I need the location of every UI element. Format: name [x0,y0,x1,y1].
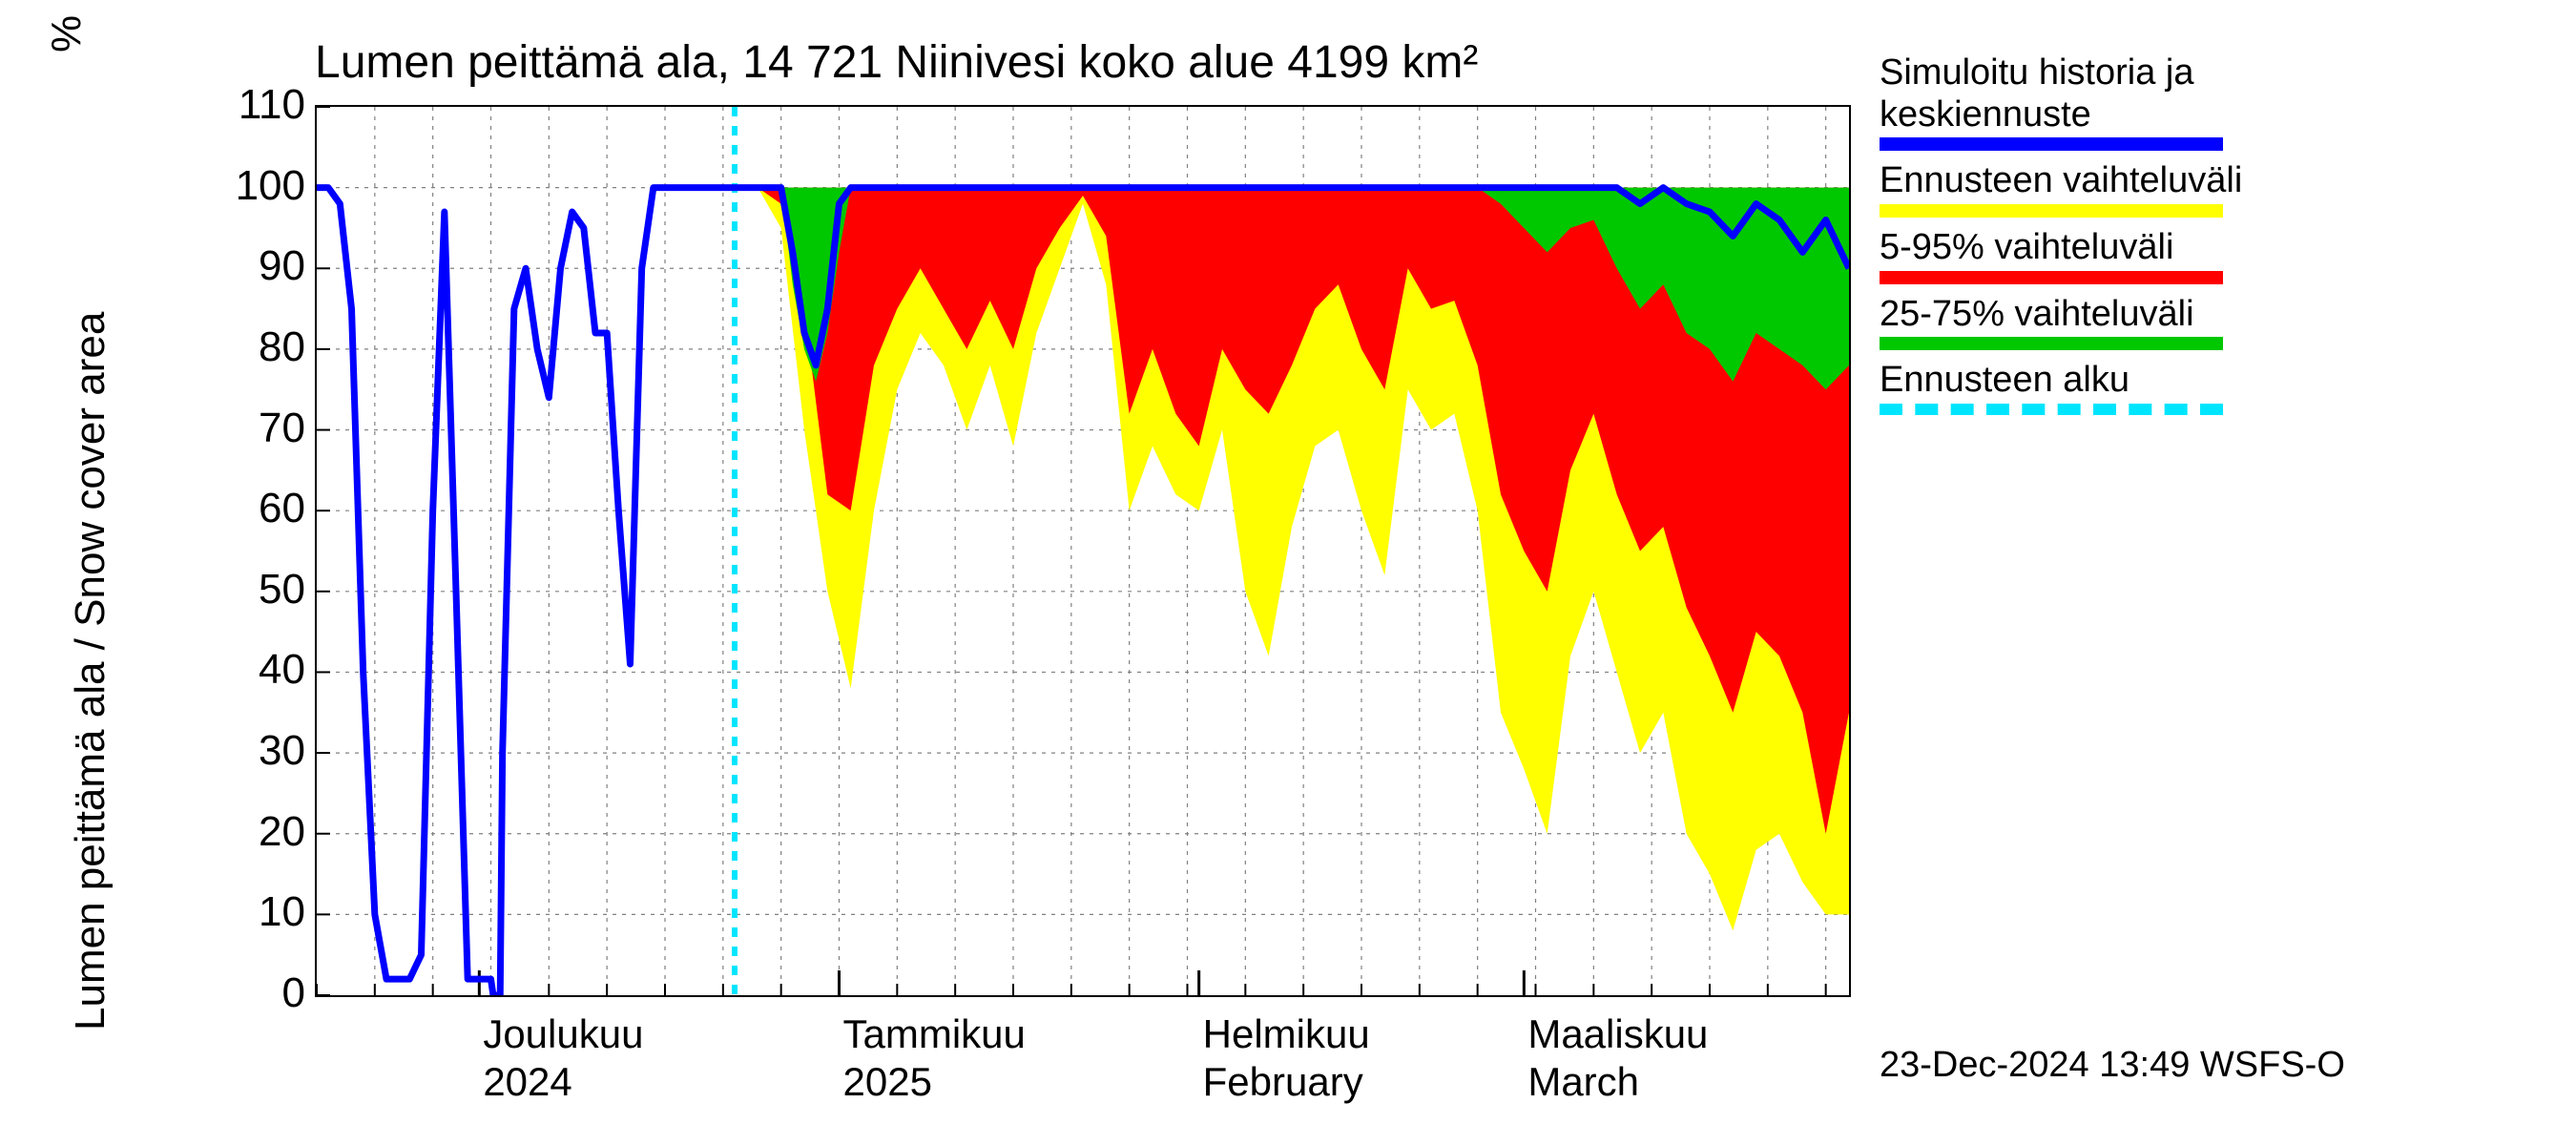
y-tick-label: 110 [191,81,305,129]
legend-label: 5-95% vaihteluväli [1880,227,2547,269]
x-tick-sublabel: February [1203,1059,1363,1105]
legend: Simuloitu historia ja keskiennuste Ennust… [1880,52,2547,425]
y-axis-label: Lumen peittämä ala / Snow cover area [67,312,114,1030]
y-tick-label: 50 [191,566,305,614]
y-tick-label: 20 [191,808,305,856]
x-tick-label: Joulukuu [483,1011,643,1057]
legend-item: 25-75% vaihteluväli [1880,294,2547,351]
legend-swatch [1880,404,2223,415]
legend-item: 5-95% vaihteluväli [1880,227,2547,284]
legend-label: Ennusteen alku [1880,360,2547,402]
legend-swatch [1880,204,2223,218]
x-tick-sublabel: March [1527,1059,1639,1105]
chart-title: Lumen peittämä ala, 14 721 Niinivesi kok… [315,36,1478,89]
legend-label: Ennusteen vaihteluväli [1880,160,2547,202]
legend-label: Simuloitu historia ja keskiennuste [1880,52,2547,135]
plot-svg [317,107,1849,995]
footer-timestamp: 23-Dec-2024 13:49 WSFS-O [1880,1045,2345,1086]
y-axis-unit: % [43,15,91,52]
x-tick-sublabel: 2024 [483,1059,571,1105]
legend-swatch [1880,137,2223,151]
plot-area [315,105,1851,997]
y-tick-label: 90 [191,242,305,290]
x-tick-label: Maaliskuu [1527,1011,1708,1057]
y-tick-label: 60 [191,485,305,532]
y-tick-label: 10 [191,888,305,936]
y-tick-label: 100 [191,162,305,210]
legend-swatch [1880,271,2223,284]
y-tick-label: 0 [191,969,305,1017]
legend-label: 25-75% vaihteluväli [1880,294,2547,336]
y-tick-label: 80 [191,323,305,371]
x-tick-label: Tammikuu [843,1011,1026,1057]
legend-item: Ennusteen alku [1880,360,2547,415]
chart-page: Lumen peittämä ala, 14 721 Niinivesi kok… [0,0,2576,1145]
y-tick-label: 70 [191,405,305,452]
y-tick-label: 40 [191,646,305,694]
legend-item: Simuloitu historia ja keskiennuste [1880,52,2547,151]
y-tick-label: 30 [191,727,305,775]
legend-item: Ennusteen vaihteluväli [1880,160,2547,218]
x-tick-label: Helmikuu [1203,1011,1370,1057]
legend-swatch [1880,337,2223,350]
x-tick-sublabel: 2025 [843,1059,932,1105]
